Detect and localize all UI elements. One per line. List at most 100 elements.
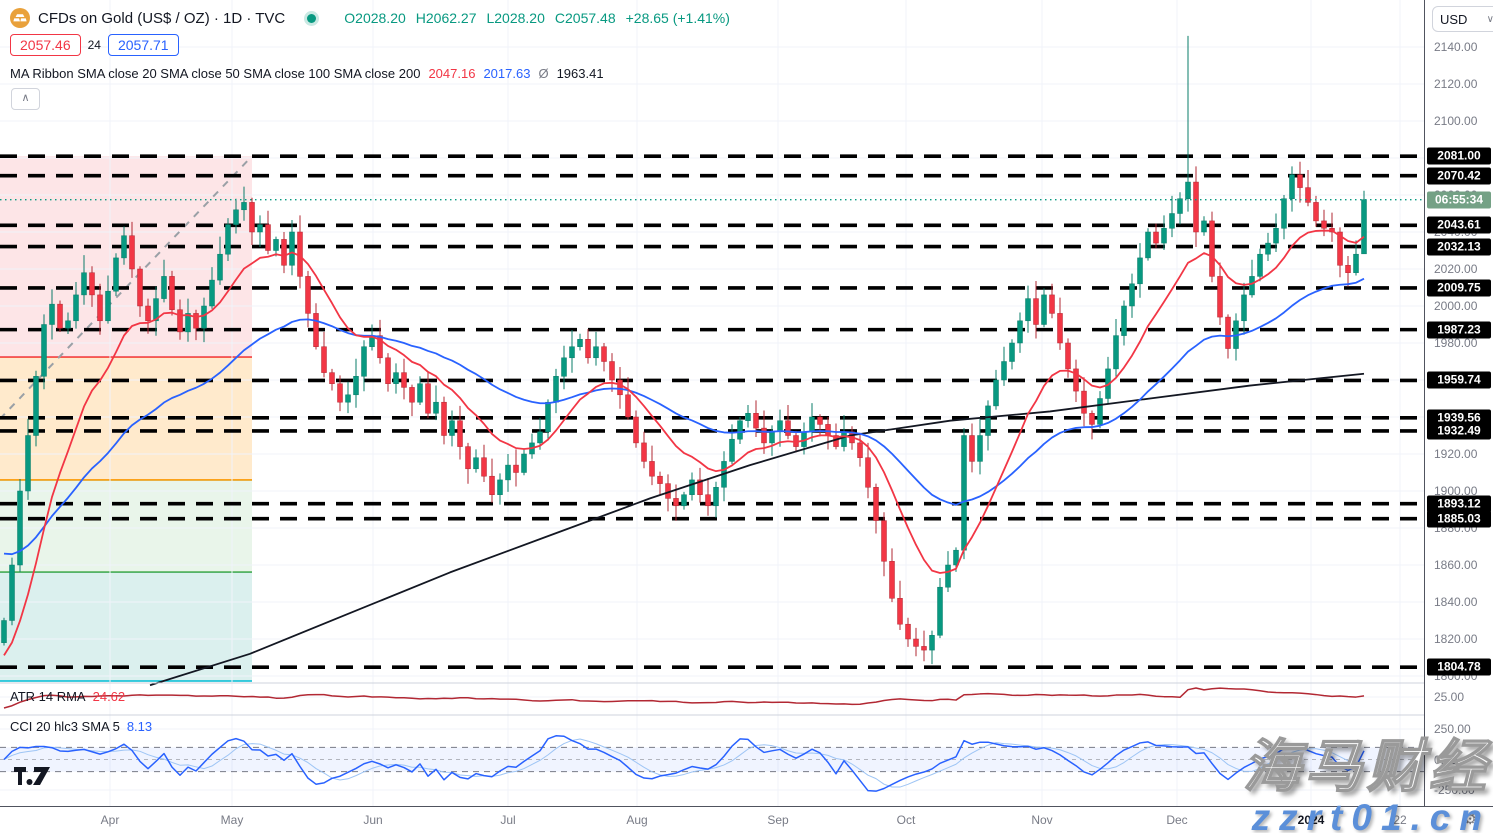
candle-body — [321, 346, 327, 373]
month-label: 22 — [1393, 813, 1407, 827]
candle-body — [457, 420, 463, 447]
candle-body — [1193, 181, 1199, 233]
price-tick: 2000.00 — [1434, 299, 1478, 313]
candle-body — [753, 413, 759, 429]
candle-body — [1145, 231, 1151, 259]
candle-body — [1185, 181, 1191, 199]
candle-body — [241, 202, 247, 211]
buy-price-button[interactable]: 2057.71 — [107, 34, 179, 56]
month-label: Dec — [1166, 813, 1188, 827]
candle-body — [697, 479, 703, 495]
candle-body — [41, 324, 47, 377]
candle-body — [777, 420, 783, 433]
price-level-badge: 2043.61 — [1427, 216, 1491, 234]
candle-body — [257, 224, 263, 233]
symbol-legend[interactable]: CFDs on Gold (US$ / OZ) · 1D · TVC O2028… — [10, 8, 730, 28]
candle-body — [1161, 228, 1167, 244]
cci-legend[interactable]: CCI 20 hlc3 SMA 5 8.13 — [10, 719, 152, 734]
quote-panel: 2057.46 24 2057.71 — [10, 34, 179, 56]
price-axis[interactable]: USD ∨ 2140.002120.002100.002080.002060.0… — [1424, 0, 1493, 806]
candle-body — [969, 435, 975, 462]
candle-body — [345, 394, 351, 403]
atr-line — [3, 687, 1365, 709]
candle-body — [385, 357, 391, 384]
chevron-up-icon: ∧ — [21, 92, 30, 104]
price-level-badge: 1804.78 — [1427, 658, 1491, 676]
price-tick: 1900.00 — [1434, 484, 1478, 498]
price-tick: 2140.00 — [1434, 40, 1478, 54]
candle-body — [905, 623, 911, 640]
candle-body — [609, 361, 615, 381]
month-label: Jul — [500, 813, 516, 827]
candle-body — [1345, 265, 1351, 273]
candle-body — [17, 490, 23, 566]
month-label: Oct — [896, 813, 916, 827]
sell-price-button[interactable]: 2057.46 — [10, 34, 81, 56]
candle-body — [1225, 316, 1231, 349]
candle-body — [577, 339, 583, 347]
candle-body — [169, 276, 175, 310]
price-tick: 2120.00 — [1434, 77, 1478, 91]
candle-body — [729, 438, 735, 462]
gold-coin-icon — [10, 8, 30, 28]
price-level-badge: 2081.00 — [1427, 147, 1491, 165]
market-status-icon[interactable] — [307, 13, 317, 23]
candle-body — [9, 564, 15, 621]
symbol-title[interactable]: CFDs on Gold (US$ / OZ) · 1D · TVC — [38, 9, 286, 27]
candle-body — [1169, 213, 1175, 229]
atr-legend[interactable]: ATR 14 RMA 24.62 — [10, 689, 125, 704]
candle-body — [937, 586, 943, 636]
candle-body — [449, 420, 455, 436]
candle-body — [817, 416, 823, 425]
candle-body — [105, 290, 111, 322]
candle-body — [1241, 294, 1247, 322]
candle-body — [193, 313, 199, 329]
candle-body — [593, 346, 599, 359]
projection-zone — [0, 479, 252, 573]
ma-ribbon-label: MA Ribbon SMA close 20 SMA close 50 SMA … — [10, 66, 421, 81]
candle-body — [873, 487, 879, 521]
candle-body — [761, 427, 767, 444]
candle-body — [713, 487, 719, 507]
gear-icon[interactable]: ⚙ — [1463, 811, 1477, 828]
candle-body — [1, 620, 7, 643]
tradingview-logo[interactable] — [14, 767, 50, 785]
price-tick: 1860.00 — [1434, 558, 1478, 572]
candle-body — [249, 202, 255, 233]
candle-body — [561, 357, 567, 377]
candle-body — [361, 346, 367, 377]
sma20-value: 2047.16 — [428, 66, 476, 81]
price-level-badge: 1932.49 — [1427, 422, 1491, 440]
candle-body — [897, 598, 903, 625]
price-level-badge: 1885.03 — [1427, 510, 1491, 528]
candle-body — [1089, 413, 1095, 425]
candle-body — [113, 257, 119, 292]
candle-body — [1073, 368, 1079, 392]
candle-body — [809, 416, 815, 433]
candle-body — [25, 435, 31, 492]
price-tick: 1840.00 — [1434, 595, 1478, 609]
candle-body — [1113, 335, 1119, 370]
time-axis[interactable]: Apr May Jun Jul Aug Sep Oct Nov Dec 2024 22 — [0, 806, 1424, 833]
candle-body — [865, 457, 871, 488]
collapse-legend-button[interactable]: ∧ — [11, 88, 40, 110]
price-tick: 1820.00 — [1434, 632, 1478, 646]
candle-body — [1041, 294, 1047, 325]
candle-body — [1337, 231, 1343, 266]
candle-body — [1353, 253, 1359, 273]
candle-body — [353, 376, 359, 396]
cci-line — [3, 735, 1365, 792]
candle-body — [1009, 342, 1015, 362]
ma-ribbon-legend[interactable]: MA Ribbon SMA close 20 SMA close 50 SMA … — [10, 66, 604, 81]
currency-dropdown[interactable]: USD ∨ — [1432, 6, 1493, 32]
sma50-value: 2017.63 — [483, 66, 531, 81]
candle-body — [1289, 174, 1295, 199]
candle-body — [1153, 231, 1159, 244]
bar-countdown-badge: 06:55:34 — [1427, 191, 1491, 209]
candle-body — [569, 346, 575, 359]
candle-body — [209, 279, 215, 307]
candle-body — [553, 376, 559, 403]
candle-body — [513, 464, 519, 473]
candle-body — [673, 498, 679, 507]
